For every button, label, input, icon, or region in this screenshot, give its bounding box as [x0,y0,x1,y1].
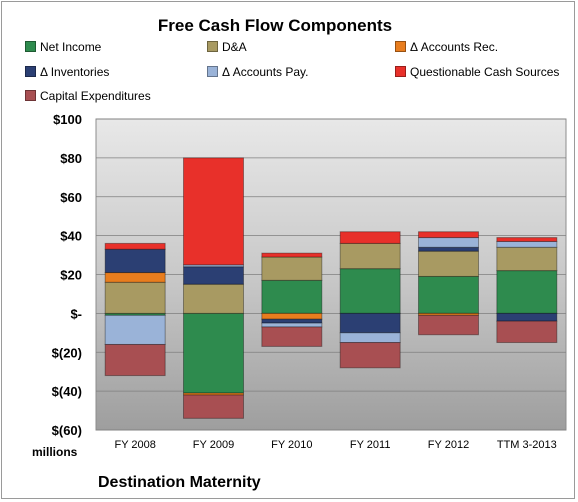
bar-segment [104,343,166,377]
legend-label: Δ Accounts Pay. [222,65,309,79]
bar-segment [261,256,323,281]
y-tick-label: $60 [60,190,82,205]
bar-segment [496,246,558,272]
y-tick-label: $80 [60,151,82,166]
x-tick-label: FY 2008 [114,439,155,451]
bar-segment [183,157,244,266]
y-tick-label: $- [70,306,82,321]
legend-item-inventories: Δ Inventories [25,65,109,79]
bar-segment [183,312,244,394]
y-tick-label: $(40) [52,384,82,399]
y-tick-label: $40 [60,229,82,244]
x-tick-label: FY 2010 [271,439,312,451]
x-tick-label: FY 2009 [193,439,234,451]
x-tick-label: FY 2011 [350,439,391,451]
legend-swatch [25,41,36,52]
y-tick-label: $100 [53,112,82,127]
legend-item-capex: Capital Expenditures [25,89,151,103]
bar-segment [339,342,401,369]
bar-segment [261,279,323,314]
bar-segment [339,332,401,344]
bar-segment [261,322,323,328]
bar-segment [418,231,479,239]
bar-segment [339,312,401,334]
bar-segment [104,314,166,345]
bar-segment [418,250,479,277]
legend-swatch [395,41,406,52]
bar-segment [183,394,244,419]
legend-item-da: D&A [207,40,247,54]
bar-segment [104,281,166,314]
bar-segment [339,268,401,314]
bar-segment [496,240,558,248]
legend-swatch [207,66,218,77]
bar-segment [339,231,401,244]
bar-segment [418,275,479,314]
bar-segment [261,252,323,258]
legend-item-net-income: Net Income [25,40,101,54]
y-tick-label: $(20) [52,345,82,360]
legend-label: Δ Accounts Rec. [410,40,499,54]
bar-segment [183,283,244,314]
chart-title: Free Cash Flow Components [157,16,393,35]
company-name: Destination Maternity [98,474,261,491]
units-label: millions [32,445,78,459]
bar-segment [496,237,558,242]
y-tick-label: $20 [60,268,82,283]
legend-item-accounts-rec: Δ Accounts Rec. [395,40,498,54]
legend-swatch [395,66,406,77]
bar-segment [261,318,323,324]
bar-segment [104,248,166,274]
bar-segment [339,242,401,270]
bar-segment [104,242,166,250]
legend-label: Capital Expenditures [40,89,151,103]
legend-swatch [207,41,218,52]
legend-label: Questionable Cash Sources [410,65,560,79]
bar-segment [496,320,558,344]
bar-segment [418,237,479,248]
bar-segment [261,312,323,320]
legend-swatch [25,90,36,101]
legend-label: Δ Inventories [40,65,110,79]
bar-segment [104,272,166,283]
bar-segment [418,246,479,252]
legend-label: Net Income [40,40,102,54]
legend-swatch [25,66,36,77]
y-tick-label: $(60) [52,423,82,438]
bar-segment [496,312,558,322]
x-tick-label: FY 2012 [428,439,469,451]
bar-segment [418,314,479,336]
legend-label: D&A [222,40,247,54]
x-tick-label: TTM 3-2013 [497,439,557,451]
bar-segment [183,266,244,285]
legend-item-questionable-cash: Questionable Cash Sources [395,65,559,79]
bar-segment [261,326,323,347]
legend-item-accounts-pay: Δ Accounts Pay. [207,65,309,79]
bar-segment [496,270,558,314]
